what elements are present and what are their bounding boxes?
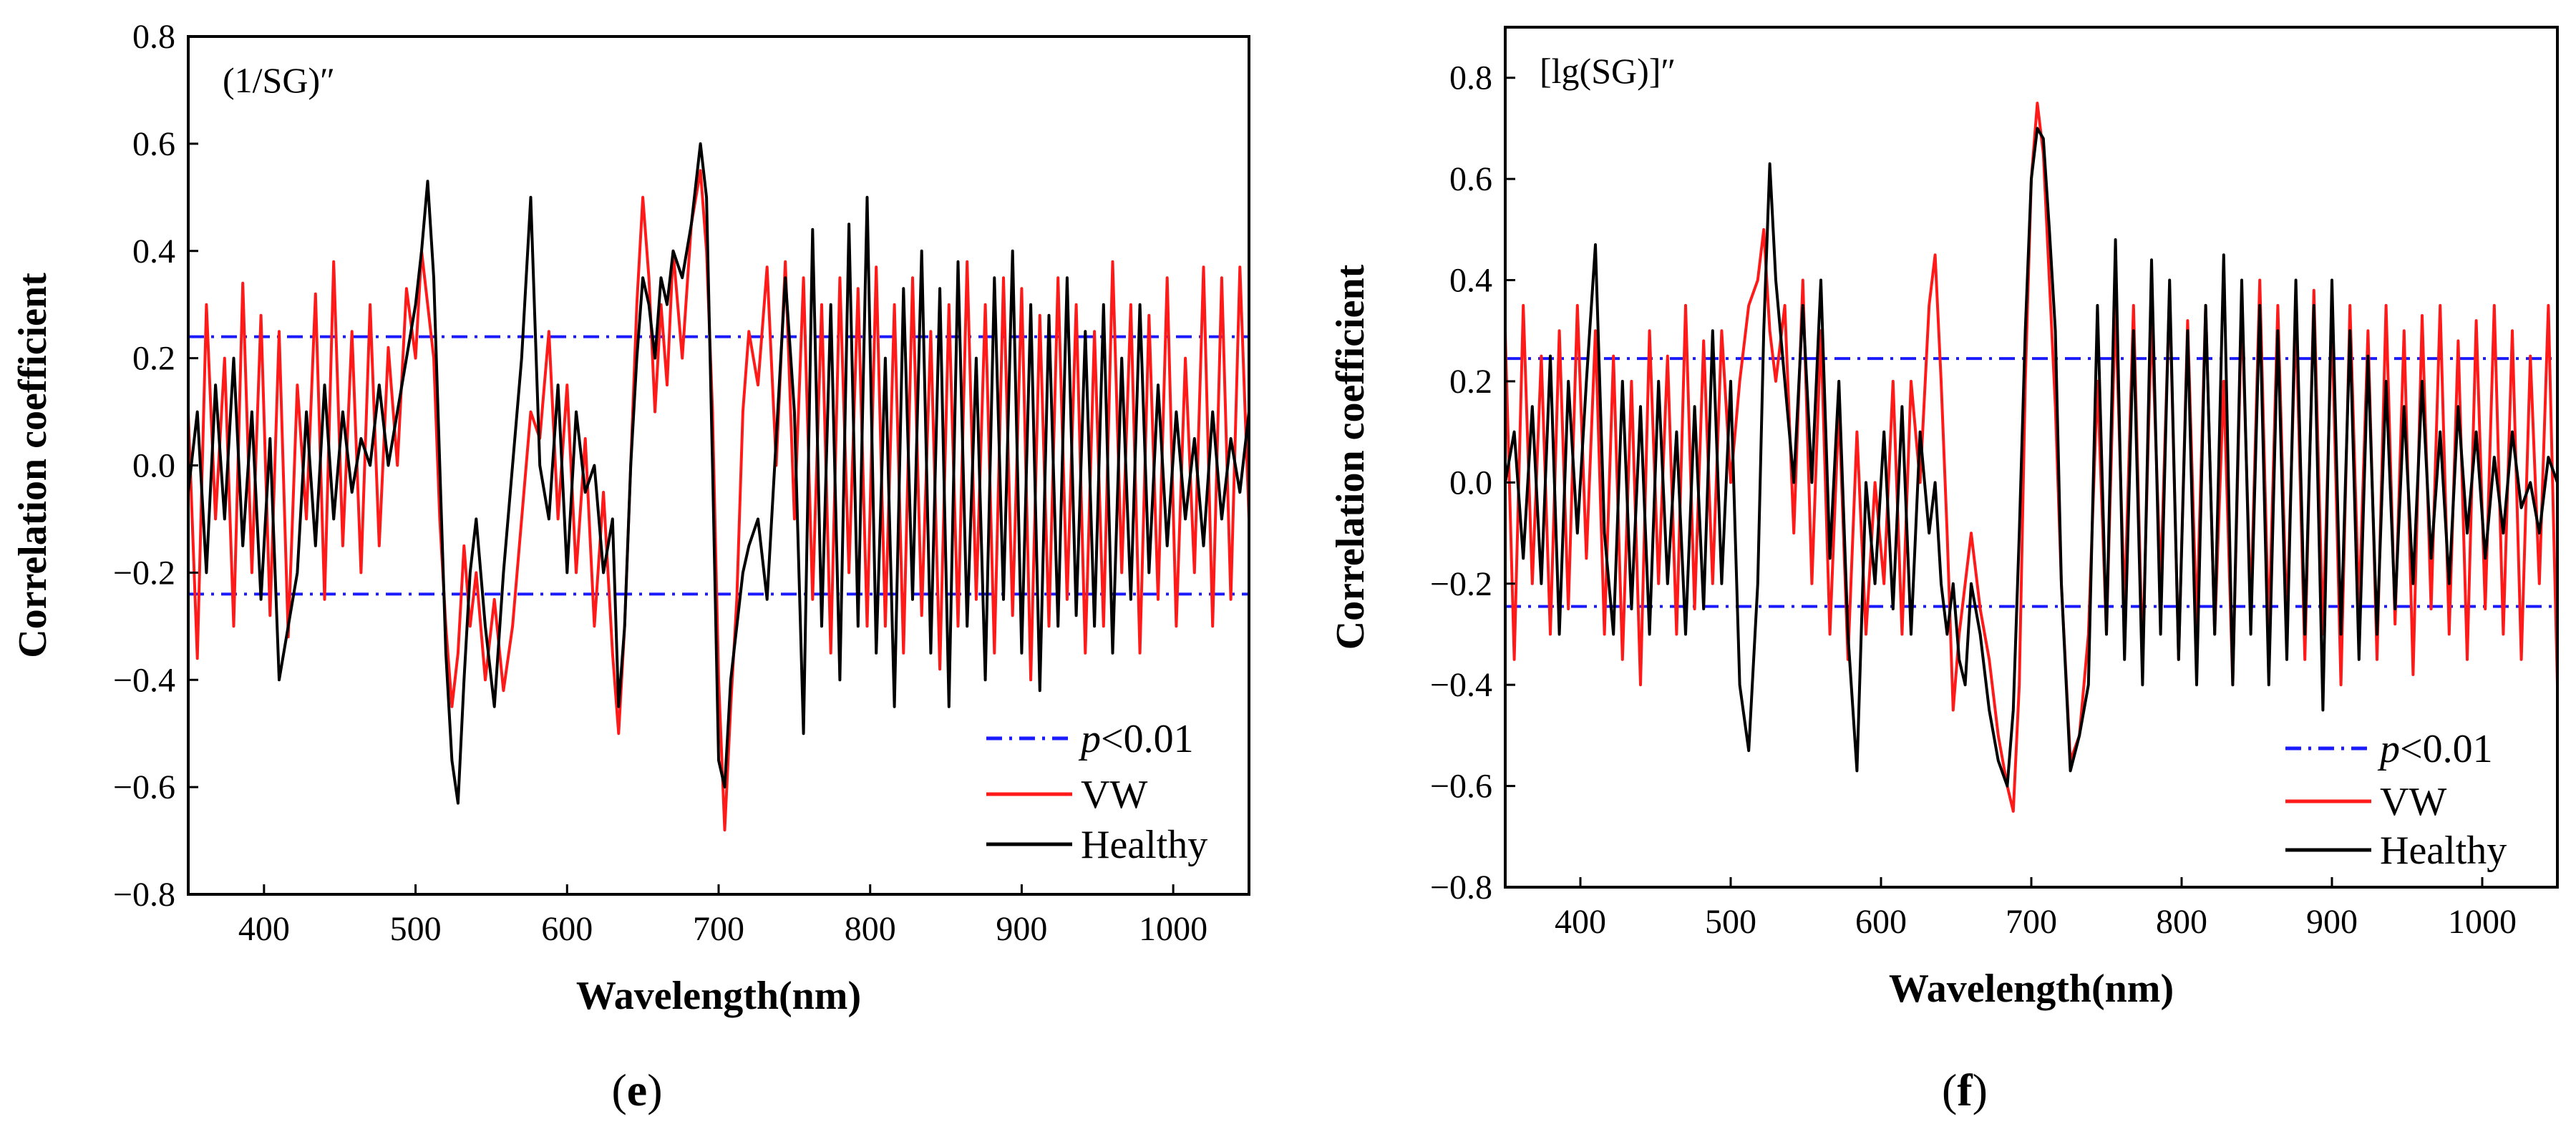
legend-label-healthy: Healthy: [1081, 823, 1207, 867]
y-tick-label: −0.2: [1430, 565, 1492, 603]
y-tick-label: 0.6: [1449, 160, 1492, 198]
y-tick-label: 0.2: [132, 340, 175, 378]
x-tick-label: 400: [238, 910, 290, 948]
y-tick-label: 0.0: [1449, 464, 1492, 502]
x-tick-label: 900: [996, 910, 1047, 948]
legend-label-vw: VW: [1081, 773, 1147, 817]
y-tick-label: 0.0: [132, 447, 175, 485]
y-tick-label: −0.4: [1430, 666, 1492, 704]
x-tick-label: 1000: [2448, 903, 2517, 941]
x-tick-label: 1000: [1139, 910, 1207, 948]
x-tick-label: 800: [2156, 903, 2207, 941]
chart-panel-e: 400 500 600 700 800 900 1000 −0.8 −0.6 −0.4 −0.2 0.…: [11, 18, 1250, 1018]
series-line-healthy: [1504, 127, 2559, 788]
x-tick-label: 800: [845, 910, 896, 948]
x-axis-label: Wavelength(nm): [1889, 967, 2174, 1011]
y-tick-label: −0.6: [113, 768, 175, 806]
x-tick-label: 700: [2006, 903, 2057, 941]
legend-label-vw: VW: [2380, 780, 2446, 824]
chart-title: (1/SG)″: [223, 60, 335, 100]
x-tick-label: 500: [390, 910, 442, 948]
y-tick-label: −0.4: [113, 661, 175, 699]
chart-title: [lg(SG)]″: [1540, 51, 1676, 91]
legend: p<0.01 VW Healthy: [986, 717, 1207, 867]
y-tick-label: −0.8: [113, 876, 175, 914]
chart-panel-f: 400 500 600 700 800 900 1000 −0.8 −0.6 −0.4 −0.2 0.…: [1328, 26, 2559, 1011]
x-tick-label: 900: [2306, 903, 2358, 941]
legend: p<0.01 VW Healthy: [2285, 727, 2507, 873]
y-tick-label: −0.8: [1430, 869, 1492, 906]
legend-label-threshold: p<0.01: [1078, 717, 1194, 761]
y-tick-label: 0.4: [1449, 262, 1492, 300]
legend-label-healthy: Healthy: [2380, 829, 2507, 873]
series-line-healthy: [187, 142, 1250, 805]
y-tick-label: 0.8: [132, 18, 175, 56]
y-tick-label: 0.8: [1449, 59, 1492, 97]
y-tick-label: 0.2: [1449, 363, 1492, 401]
x-tick-label: 400: [1555, 903, 1606, 941]
x-tick-label: 500: [1705, 903, 1756, 941]
y-tick-label: 0.6: [132, 125, 175, 163]
y-axis-label: Correlation coefficient: [1328, 264, 1373, 650]
x-tick-label: 600: [1855, 903, 1907, 941]
y-tick-label: −0.6: [1430, 768, 1492, 806]
x-tick-label: 600: [541, 910, 593, 948]
y-tick-label: −0.2: [113, 554, 175, 592]
panel-label-f: (f): [1942, 1065, 1988, 1115]
x-tick-label: 700: [693, 910, 744, 948]
series-line-vw: [187, 169, 1250, 832]
x-axis-label: Wavelength(nm): [576, 974, 861, 1018]
y-axis-label: Correlation coefficient: [11, 273, 55, 658]
y-tick-label: 0.4: [132, 233, 175, 270]
panel-label-e: (e): [611, 1065, 662, 1115]
legend-label-threshold: p<0.01: [2377, 727, 2493, 771]
